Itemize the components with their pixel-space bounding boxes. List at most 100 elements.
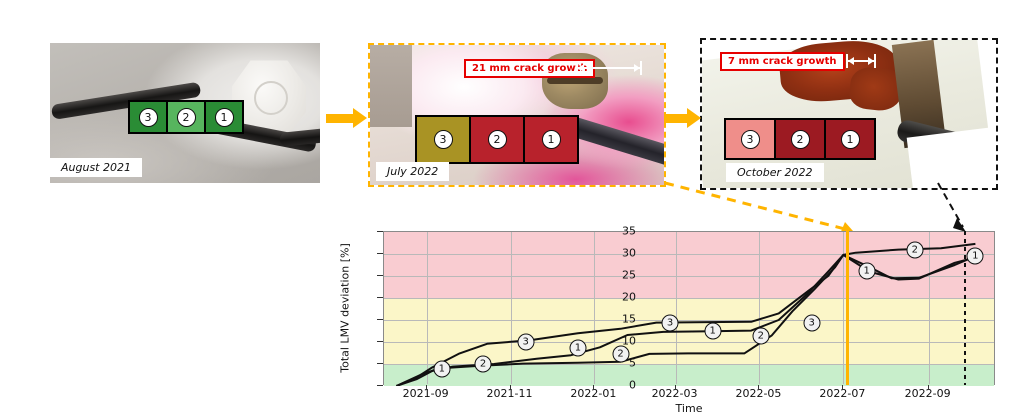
y-axis-label: Total LMV deviation [%] bbox=[338, 243, 352, 373]
gridline-vertical bbox=[426, 232, 428, 384]
x-axis-tick-label: 2022-09 bbox=[904, 387, 951, 400]
progression-arrow-icon bbox=[326, 108, 367, 128]
sensor-number-label: 3 bbox=[138, 107, 158, 127]
sensor-block-1: 1 bbox=[525, 117, 577, 162]
x-axis-tick-mark bbox=[509, 385, 511, 390]
series-marker-2: 2 bbox=[752, 327, 770, 345]
y-axis-tick-label: 30 bbox=[622, 246, 636, 260]
dimension-cap-left bbox=[846, 54, 848, 68]
severity-band-red bbox=[384, 232, 994, 298]
series-marker-1: 1 bbox=[858, 262, 876, 280]
gridline-horizontal bbox=[384, 276, 994, 277]
photo-caption: October 2022 bbox=[726, 163, 824, 182]
y-axis-tick-mark bbox=[377, 297, 383, 298]
gridline-vertical bbox=[928, 232, 930, 384]
sensor-number-label: 2 bbox=[487, 130, 507, 149]
y-axis-tick-label: 5 bbox=[629, 356, 636, 370]
x-axis-tick-mark bbox=[842, 385, 844, 390]
x-axis-tick-mark bbox=[425, 385, 427, 390]
dimension-cap-right bbox=[640, 61, 642, 75]
y-axis-tick-label: 25 bbox=[622, 268, 636, 282]
y-axis-tick-mark bbox=[377, 253, 383, 254]
y-axis-tick-mark bbox=[377, 231, 383, 232]
progression-arrow-icon bbox=[664, 108, 701, 128]
severity-band-green bbox=[384, 364, 994, 386]
black-callout-arrowhead bbox=[953, 218, 966, 232]
photo-panel-july-2022: 21 mm crack growth 3 2 1 July 2022 bbox=[368, 43, 666, 187]
lmv-deviation-chart[interactable]: 1 2 3 1 2 3 1 2 3 1 2 1 bbox=[383, 231, 995, 386]
x-axis-tick-label: 2022-05 bbox=[735, 387, 782, 400]
dimension-bar bbox=[578, 64, 640, 72]
photo-panel-august-2021: 3 2 1 August 2021 bbox=[50, 43, 320, 183]
sensor-block-1: 1 bbox=[826, 120, 874, 158]
sensor-block-1: 1 bbox=[206, 102, 242, 132]
sensor-block-group: 3 2 1 bbox=[415, 115, 579, 164]
series-line-3 bbox=[396, 253, 976, 386]
gridline-horizontal bbox=[384, 254, 994, 255]
sensor-block-group: 3 2 1 bbox=[128, 100, 244, 134]
gridline-vertical bbox=[675, 232, 677, 384]
x-axis-tick-mark bbox=[674, 385, 676, 390]
sensor-number-label: 1 bbox=[214, 107, 234, 127]
sensor-block-2: 2 bbox=[168, 102, 206, 132]
sensor-block-3: 3 bbox=[417, 117, 471, 162]
sensor-block-3: 3 bbox=[726, 120, 776, 158]
x-axis-tick-label: 2022-07 bbox=[819, 387, 866, 400]
annotation-vline-october-2022 bbox=[964, 231, 966, 385]
sensor-block-group: 3 2 1 bbox=[724, 118, 876, 160]
x-axis-tick-label: 2021-11 bbox=[486, 387, 533, 400]
x-axis-tick-mark bbox=[593, 385, 595, 390]
x-axis-tick-mark bbox=[927, 385, 929, 390]
series-marker-2: 2 bbox=[906, 241, 924, 259]
series-marker-3: 3 bbox=[517, 333, 535, 351]
photo-caption: July 2022 bbox=[376, 162, 450, 181]
series-marker-1: 1 bbox=[569, 339, 587, 357]
sensor-block-2: 2 bbox=[471, 117, 525, 162]
crack-growth-label: 7 mm crack growth bbox=[720, 52, 845, 71]
crack-dimension-arrow bbox=[576, 61, 642, 75]
sensor-block-3: 3 bbox=[130, 102, 168, 132]
x-axis-tick-label: 2022-01 bbox=[570, 387, 617, 400]
photo-caption: August 2021 bbox=[50, 158, 142, 177]
gridline-vertical bbox=[594, 232, 596, 384]
y-axis-tick-label: 15 bbox=[622, 312, 636, 326]
crack-dimension-arrow bbox=[846, 54, 876, 68]
annotation-vline-july-2022 bbox=[846, 231, 849, 385]
sensor-block-2: 2 bbox=[776, 120, 826, 158]
gridline-horizontal bbox=[384, 298, 994, 299]
gridline-vertical bbox=[510, 232, 512, 384]
sensor-number-label: 1 bbox=[541, 130, 561, 149]
gridline-vertical bbox=[759, 232, 761, 384]
sensor-number-label: 3 bbox=[433, 130, 453, 149]
y-axis-tick-mark bbox=[377, 319, 383, 320]
gridline-horizontal bbox=[384, 364, 994, 365]
photo-panel-october-2022: 7 mm crack growth 3 2 1 October 2022 bbox=[700, 38, 998, 190]
y-axis-tick-label: 20 bbox=[622, 290, 636, 304]
y-axis-tick-label: 10 bbox=[622, 334, 636, 348]
gridline-horizontal bbox=[384, 342, 994, 343]
series-marker-1: 1 bbox=[966, 247, 984, 265]
x-axis-label: Time bbox=[675, 402, 703, 415]
sensor-number-label: 2 bbox=[176, 107, 196, 127]
y-axis-tick-mark bbox=[377, 341, 383, 342]
y-axis-tick-label: 35 bbox=[622, 224, 636, 238]
clamp-edge bbox=[370, 45, 412, 127]
series-marker-2: 2 bbox=[474, 355, 492, 373]
y-axis-tick-mark bbox=[377, 363, 383, 364]
y-axis-tick-label: 0 bbox=[629, 378, 636, 392]
x-axis-tick-label: 2021-09 bbox=[402, 387, 449, 400]
sensor-number-label: 3 bbox=[740, 129, 760, 149]
series-marker-3: 3 bbox=[803, 314, 821, 332]
gridline-horizontal bbox=[384, 320, 994, 321]
series-marker-3: 3 bbox=[661, 314, 679, 332]
series-marker-1: 1 bbox=[704, 322, 722, 340]
sensor-number-label: 2 bbox=[790, 129, 810, 149]
orange-callout-line bbox=[664, 181, 846, 231]
dimension-cap-left bbox=[576, 61, 578, 75]
y-axis-tick-mark bbox=[377, 385, 383, 386]
y-axis-tick-mark bbox=[377, 275, 383, 276]
dimension-cap-right bbox=[874, 54, 876, 68]
x-axis-tick-label: 2022-03 bbox=[651, 387, 698, 400]
sensor-number-label: 1 bbox=[840, 129, 860, 149]
x-axis-tick-mark bbox=[758, 385, 760, 390]
